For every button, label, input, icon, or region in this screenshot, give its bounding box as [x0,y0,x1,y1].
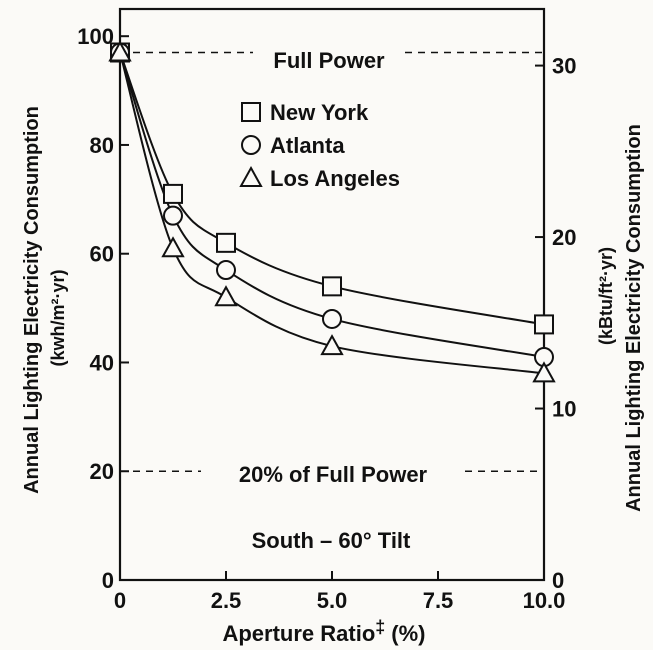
legend-marker-square [241,102,261,122]
legend-label-triangle: Los Angeles [270,166,400,191]
y-tick-label-3: 60 [90,242,114,267]
legend-label-square: New York [270,100,369,125]
y-tick-label-1: 20 [90,459,114,484]
ref-label-20pct: 20% of Full Power [239,462,428,487]
y-tick-label-0: 0 [102,568,114,593]
x-axis-label: Aperture Ratio‡ (%) [222,617,425,646]
series-markers [108,40,556,383]
point-circle-1 [163,205,183,226]
x-axis-label-unit: (%) [391,621,425,646]
x-tick-label-3: 7.5 [423,588,454,613]
x-axis-label-mark: ‡ [375,617,385,637]
y-axis-label-left: Annual Lighting Electricity Consumption [21,106,43,494]
point-square-3 [322,276,342,297]
y-axis-unit-left: (kwh/m²·yr) [48,269,68,366]
reference-lines [120,51,544,473]
x-tick-label-4: 10.0 [523,588,566,613]
y-tick-label-5: 100 [77,24,114,49]
x-tick-label-1: 2.5 [211,588,242,613]
y-axis-unit-right: (kBtu/ft²·yr) [596,247,616,345]
y-tick-label-2: 40 [90,350,114,375]
legend-marker-circle [241,135,261,155]
x-axis-label-text: Aperture Ratio [222,621,375,646]
point-square-4 [534,314,554,335]
x-tick-label-2: 5.0 [317,588,348,613]
legend-label-circle: Atlanta [270,133,345,158]
y2-tick-label-0: 0 [552,568,564,593]
point-circle-2 [216,260,236,281]
ref-label-full-power: Full Power [273,48,385,73]
point-triangle-3 [320,334,344,356]
point-triangle-2 [214,285,238,307]
y-tick-label-4: 80 [90,133,114,158]
y2-tick-label-2: 20 [552,225,576,250]
y-axis-label-right: Annual Lighting Electricity Consumption [623,124,645,512]
legend-marker-triangle [239,165,263,187]
y2-tick-label-3: 30 [552,54,576,79]
point-square-1 [163,183,183,204]
point-triangle-1 [161,236,185,258]
point-circle-3 [322,308,342,329]
legend: New York Atlanta Los Angeles [239,100,400,191]
x-tick-label-0: 0 [114,588,126,613]
y2-tick-label-1: 10 [552,397,576,422]
point-triangle-0 [108,40,132,62]
point-square-2 [216,232,236,253]
tilt-annotation: South – 60° Tilt [252,528,411,553]
point-triangle-4 [532,361,556,383]
